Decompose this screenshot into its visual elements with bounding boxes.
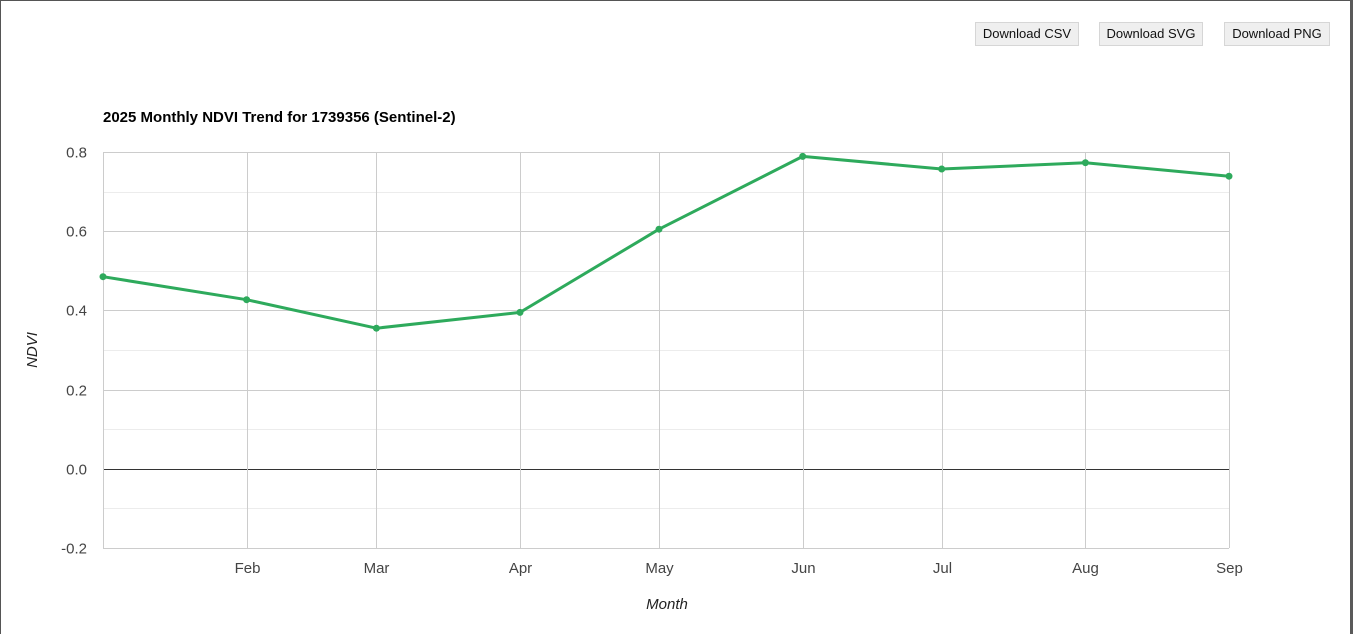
- y-tick-label: 0.0: [66, 462, 87, 479]
- y-axis-title: NDVI: [24, 332, 41, 368]
- download-toolbar: Download CSV Download SVG Download PNG: [0, 22, 1353, 46]
- x-tick-label: Mar: [364, 560, 390, 577]
- data-point: [99, 273, 107, 281]
- x-tick-label: Jul: [933, 560, 952, 577]
- x-tick-label: Feb: [235, 560, 261, 577]
- data-point: [799, 152, 807, 160]
- window-right-edge: [1350, 0, 1353, 634]
- data-point: [372, 324, 380, 332]
- y-tick-label: 0.8: [66, 145, 87, 162]
- x-tick-label: Sep: [1216, 560, 1243, 577]
- x-axis-title: Month: [646, 596, 688, 613]
- ndvi-series: [99, 152, 1233, 332]
- download-png-button[interactable]: Download PNG: [1224, 22, 1330, 46]
- vertical-gridlines: [103, 152, 1230, 548]
- download-svg-button[interactable]: Download SVG: [1099, 22, 1203, 46]
- data-point: [1081, 159, 1089, 167]
- y-tick-label: 0.4: [66, 303, 87, 320]
- data-point: [243, 296, 251, 304]
- chart-title: 2025 Monthly NDVI Trend for 1739356 (Sen…: [103, 109, 456, 126]
- x-tick-label: May: [645, 560, 674, 577]
- data-point: [938, 165, 946, 173]
- minor-gridlines: [103, 192, 1229, 509]
- x-tick-label: Aug: [1072, 560, 1099, 577]
- major-gridlines: [103, 152, 1229, 549]
- download-csv-button[interactable]: Download CSV: [975, 22, 1079, 46]
- ndvi-series-line: [101, 154, 1231, 330]
- x-tick-label: Jun: [791, 560, 815, 577]
- data-point: [516, 308, 524, 316]
- y-axis-tick-labels: -0.2 0.0 0.2 0.4 0.6 0.8: [61, 145, 87, 558]
- x-axis-tick-labels: Feb Mar Apr May Jun Jul Aug Sep: [235, 560, 1243, 577]
- data-point: [1225, 172, 1233, 180]
- y-tick-label: -0.2: [61, 541, 87, 558]
- y-tick-label: 0.6: [66, 224, 87, 241]
- data-point: [655, 225, 663, 233]
- x-tick-label: Apr: [509, 560, 532, 577]
- y-tick-label: 0.2: [66, 383, 87, 400]
